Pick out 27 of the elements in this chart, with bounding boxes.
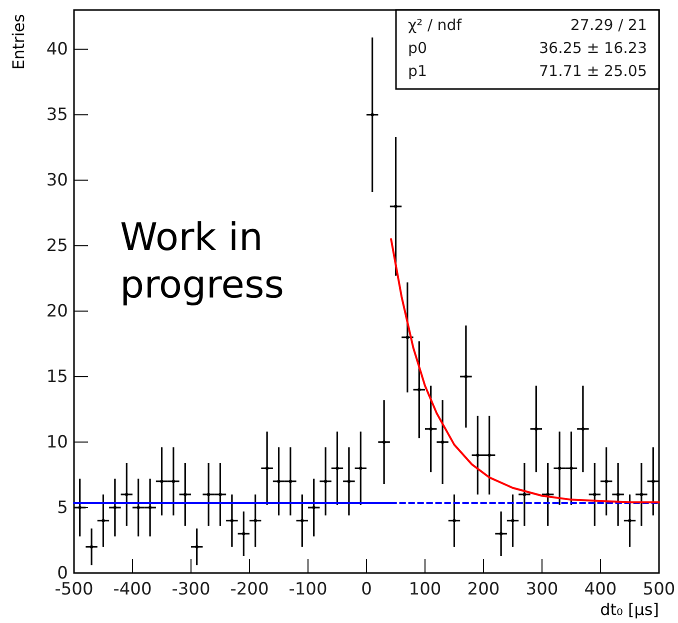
y-tick-label: 25 bbox=[46, 236, 68, 256]
y-axis-title: Entries bbox=[9, 14, 28, 70]
x-tick-label: 0 bbox=[361, 579, 372, 600]
x-axis-title: dt₀ [µs] bbox=[600, 600, 659, 619]
x-tick-label: 400 bbox=[584, 579, 617, 600]
y-tick-label: 5 bbox=[57, 498, 68, 518]
y-tick-label: 30 bbox=[46, 170, 68, 191]
annotation: p0 bbox=[408, 39, 428, 57]
x-tick-label: 500 bbox=[642, 579, 676, 600]
annotation: Work in progress bbox=[120, 215, 284, 306]
x-tick-label: -300 bbox=[172, 579, 210, 600]
x-tick-label: 100 bbox=[408, 579, 442, 600]
annotation: p1 bbox=[408, 62, 428, 80]
y-tick-label: 40 bbox=[46, 40, 68, 60]
annotation: 71.71 ± 25.05 bbox=[539, 62, 647, 80]
annotation: 27.29 / 21 bbox=[570, 16, 647, 34]
x-tick-label: 200 bbox=[467, 579, 500, 600]
x-tick-label: -100 bbox=[288, 579, 328, 600]
y-tick-label: 15 bbox=[46, 367, 68, 388]
annotation: χ² / ndf bbox=[408, 16, 462, 34]
y-tick-label: 10 bbox=[46, 432, 68, 453]
x-tick-label: 300 bbox=[526, 579, 558, 600]
y-tick-label: 35 bbox=[46, 105, 68, 126]
x-tick-label: -200 bbox=[230, 579, 269, 600]
annotation: 36.25 ± 16.23 bbox=[539, 39, 647, 57]
x-tick-label: -400 bbox=[113, 579, 152, 600]
y-tick-label: 20 bbox=[46, 302, 68, 322]
